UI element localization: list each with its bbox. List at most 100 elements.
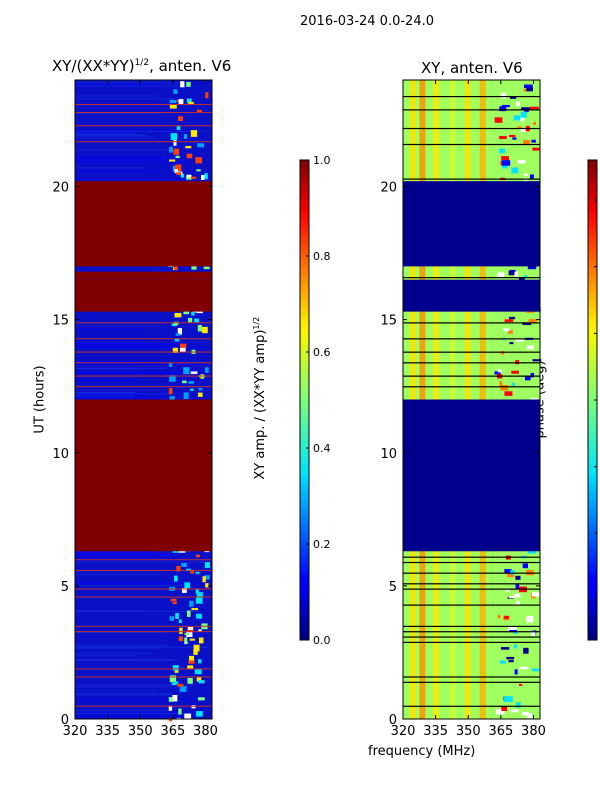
right-channel-cell [515, 575, 521, 580]
left-channel-cell [181, 562, 187, 567]
left-flag-line [75, 141, 212, 143]
right-channel-cell [508, 134, 516, 138]
right-channel-cell [529, 174, 534, 180]
left-channel-cell [188, 381, 195, 384]
left-channel-cell [172, 665, 179, 671]
right-channel-cell [526, 87, 534, 92]
right-channel-cell [513, 631, 518, 634]
right-channel-cell [526, 713, 533, 719]
left-noise-streak [75, 573, 159, 575]
left-channel-cell [187, 665, 194, 669]
left-channel-cell [196, 613, 202, 619]
right-flag-line [403, 375, 540, 377]
left-channel-cell [178, 116, 183, 121]
right-channel-cell [505, 589, 510, 592]
left-channel-cell [174, 681, 179, 685]
left-flag-line [75, 351, 212, 353]
left-channel-cell [178, 636, 184, 642]
left-channel-cell [168, 697, 174, 702]
right-channel-cell [500, 92, 507, 99]
right-ytick-label: 5 [389, 580, 397, 595]
left-channel-cell [198, 637, 204, 644]
left-xtick-label: 380 [193, 724, 218, 739]
left-channel-cell [195, 157, 203, 164]
cb1-tick-label: 0.4 [313, 442, 331, 455]
right-channel-cell [526, 345, 534, 350]
right-channel-cell [513, 115, 518, 118]
left-channel-cell [195, 554, 200, 558]
left-channel-cell [170, 133, 178, 141]
left-channel-cell [198, 629, 202, 632]
left-channel-cell [196, 711, 203, 717]
right-flag-line [403, 681, 540, 683]
right-channel-cell [501, 706, 508, 712]
left-saturated-band [75, 181, 212, 267]
right-flag-line [403, 705, 540, 707]
right-channel-cell [501, 160, 511, 166]
left-channel-cell [205, 367, 209, 373]
right-channel-cell [522, 563, 528, 569]
left-ytick-label: 10 [52, 447, 69, 462]
left-channel-cell [196, 676, 202, 682]
left-noise-streak [75, 149, 170, 151]
left-noise-streak [75, 372, 210, 374]
right-channel-cell [507, 330, 513, 334]
right-channel-cell [504, 319, 514, 322]
left-channel-cell [179, 627, 183, 635]
right-channel-cell [532, 359, 542, 362]
left-flag-line [75, 103, 212, 105]
right-channel-cell [515, 338, 524, 342]
left-noise-streak [75, 130, 206, 132]
right-channel-cell [521, 107, 531, 111]
right-channel-cell [530, 372, 534, 378]
left-channel-cell [168, 388, 173, 395]
left-noise-streak [75, 156, 204, 158]
left-ytick-label: 20 [52, 181, 69, 196]
right-channel-cell [509, 342, 514, 345]
right-flag-line [403, 109, 540, 111]
right-flagged-band [403, 181, 540, 267]
left-channel-cell [200, 175, 205, 180]
right-channel-cell [531, 630, 536, 636]
left-channel-cell [197, 143, 205, 148]
right-channel-cell [518, 683, 523, 686]
right-channel-cell [501, 647, 510, 650]
right-channel-cell [531, 139, 536, 143]
left-ytick-label: 0 [61, 713, 69, 728]
left-noise-streak [75, 658, 174, 660]
right-channel-cell [513, 644, 518, 649]
right-channel-cell [523, 140, 531, 146]
left-channel-cell [178, 708, 182, 715]
left-noise-streak [75, 178, 188, 180]
left-noise-streak [75, 84, 160, 86]
right-flag-line [403, 583, 540, 585]
left-channel-cell [180, 81, 185, 88]
left-channel-cell [194, 669, 202, 675]
left-channel-cell [196, 109, 202, 113]
left-noise-streak [75, 134, 144, 136]
left-channel-cell [186, 632, 193, 637]
left-noise-streak [75, 554, 174, 556]
left-noise-streak [75, 632, 167, 634]
left-noise-streak [75, 709, 167, 711]
right-channel-cell [503, 328, 510, 332]
cb1-colorbar [299, 159, 310, 641]
left-noise-streak [75, 394, 149, 396]
left-flag-line [75, 705, 212, 707]
right-flag-line [403, 386, 540, 388]
right-channel-cell [497, 272, 505, 278]
left-channel-cell [187, 677, 193, 684]
left-noise-streak [75, 686, 179, 688]
right-channel-cell [523, 647, 529, 654]
right-ytick-label: 20 [380, 181, 397, 196]
left-noise-streak [75, 647, 159, 649]
left-saturated-band [75, 271, 212, 280]
left-channel-cell [174, 338, 180, 342]
left-channel-cell [190, 130, 198, 137]
left-channel-cell [204, 575, 210, 580]
left-frame [74, 79, 213, 720]
left-channel-cell [204, 173, 208, 180]
left-noise-streak [75, 161, 190, 163]
right-channel-cell [509, 316, 516, 320]
left-channel-cell [178, 99, 184, 105]
